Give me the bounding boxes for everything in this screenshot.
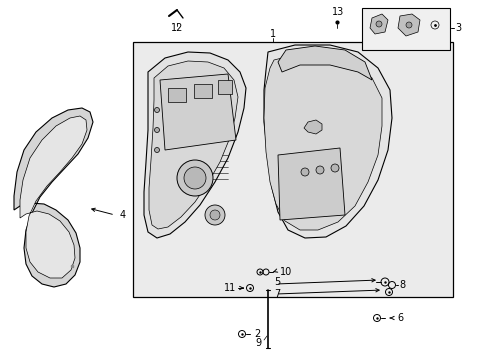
Text: 12: 12 bbox=[170, 23, 183, 33]
Polygon shape bbox=[264, 45, 391, 238]
Polygon shape bbox=[149, 61, 238, 229]
Text: 3: 3 bbox=[454, 23, 460, 33]
Polygon shape bbox=[14, 108, 93, 287]
Circle shape bbox=[154, 108, 159, 112]
Polygon shape bbox=[278, 46, 371, 80]
Polygon shape bbox=[369, 14, 387, 34]
Circle shape bbox=[177, 160, 213, 196]
Circle shape bbox=[405, 22, 411, 28]
Circle shape bbox=[154, 127, 159, 132]
Bar bbox=[133, 42, 452, 297]
Circle shape bbox=[204, 205, 224, 225]
Circle shape bbox=[375, 21, 381, 27]
Text: 2: 2 bbox=[253, 329, 260, 339]
Text: 8: 8 bbox=[398, 280, 404, 290]
Polygon shape bbox=[304, 120, 321, 134]
Text: 9: 9 bbox=[255, 338, 262, 348]
Text: 5: 5 bbox=[273, 277, 280, 287]
Polygon shape bbox=[143, 52, 245, 238]
Polygon shape bbox=[20, 116, 87, 278]
Text: 4: 4 bbox=[120, 210, 126, 220]
Circle shape bbox=[209, 210, 220, 220]
Polygon shape bbox=[278, 148, 345, 220]
Circle shape bbox=[301, 168, 308, 176]
Bar bbox=[168, 88, 185, 102]
Text: 13: 13 bbox=[331, 7, 344, 17]
Text: 10: 10 bbox=[280, 267, 292, 277]
Text: 7: 7 bbox=[273, 289, 280, 299]
Polygon shape bbox=[160, 74, 236, 150]
Text: 6: 6 bbox=[396, 313, 402, 323]
Text: 1: 1 bbox=[269, 29, 276, 39]
Polygon shape bbox=[397, 14, 419, 36]
Bar bbox=[194, 84, 212, 98]
Bar bbox=[361, 8, 449, 50]
Text: 11: 11 bbox=[224, 283, 236, 293]
Circle shape bbox=[330, 164, 338, 172]
Circle shape bbox=[183, 167, 205, 189]
Circle shape bbox=[154, 148, 159, 153]
Bar bbox=[218, 80, 231, 94]
Circle shape bbox=[315, 166, 324, 174]
Polygon shape bbox=[264, 54, 381, 230]
